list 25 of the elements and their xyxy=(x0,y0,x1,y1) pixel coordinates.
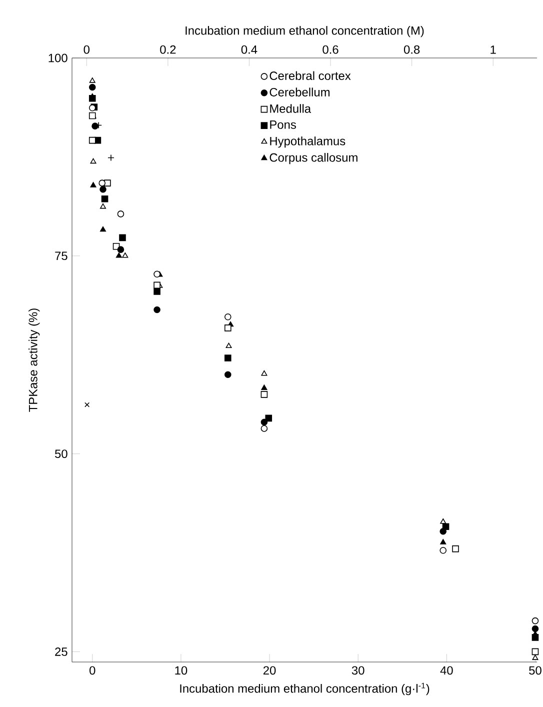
y-tick-label: 75 xyxy=(55,252,68,260)
legend-label: Cerebellum xyxy=(270,88,330,96)
x2-tick-label: 1 xyxy=(490,46,496,54)
x-axis-title: Incubation medium ethanol concentration (g·l$^{-1}$) xyxy=(180,682,430,696)
legend-label: Pons xyxy=(270,120,296,129)
y-tick-label: 25 xyxy=(55,647,68,656)
x-tick-label: 40 xyxy=(440,666,453,675)
x-tick-label: 0 xyxy=(90,666,96,675)
y-tick-label: 100 xyxy=(48,54,68,62)
x2-tick-label: 0.2 xyxy=(160,45,176,54)
x-tick-label: 20 xyxy=(263,666,276,675)
y-axis-title: TPKase activity (%) xyxy=(28,308,40,412)
x2-tick-label: 0.8 xyxy=(404,45,420,54)
x-tick-label: 50 xyxy=(529,666,542,675)
x2-tick-label: 0 xyxy=(84,45,90,54)
legend-label: Hypothalamus xyxy=(270,136,346,148)
legend-label: Corpus callosum xyxy=(270,152,358,164)
x-tick-label: 10 xyxy=(175,666,188,675)
y-tick-label: 50 xyxy=(55,450,68,458)
legend-label: Medulla xyxy=(270,104,312,113)
legend-label: Cerebral cortex xyxy=(270,71,351,80)
x2-axis-title: Incubation medium ethanol concentration (M) xyxy=(186,26,424,38)
x2-tick-label: 0.6 xyxy=(322,45,338,54)
x2-tick-label: 0.4 xyxy=(241,45,258,54)
x-tick-label: 30 xyxy=(352,666,364,675)
